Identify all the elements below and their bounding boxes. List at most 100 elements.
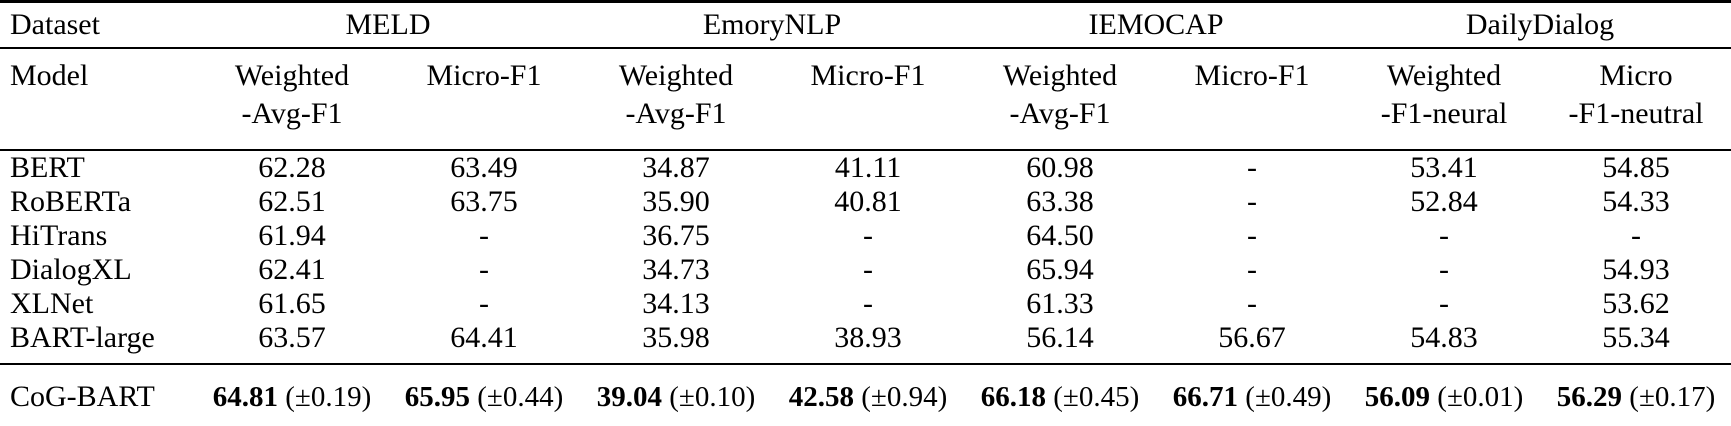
metric-value-with-std: 66.18 (±0.45): [964, 363, 1157, 426]
model-corner-label: Model: [0, 48, 196, 151]
metric-value: -: [1439, 253, 1450, 286]
metric-line2: -F1-neural: [1380, 97, 1508, 130]
metric-value: -: [479, 253, 489, 286]
dataset-header-row: Dataset MELD EmoryNLP IEMOCAP DailyDialo…: [0, 1, 1731, 49]
metric-value-with-std: 39.04 (±0.10): [580, 363, 772, 426]
mean-value: 65.95: [404, 380, 470, 413]
table-row-roberta: RoBERTa 62.51 63.75 35.90 40.81 63.38 - …: [0, 185, 1731, 219]
model-name: CoG-BART: [0, 363, 196, 426]
metric-value: 40.81: [834, 185, 902, 218]
dataset-name-meld: MELD: [196, 1, 580, 49]
metric-value-with-std: 56.29 (±0.17): [1540, 363, 1731, 426]
metric-value-with-std: 64.81 (±0.19): [196, 363, 388, 426]
table-row-bert: BERT 62.28 63.49 34.87 41.11 60.98 - 53.…: [0, 150, 1731, 185]
metric-line2: -Avg-F1: [1009, 97, 1111, 130]
metric-value: 62.51: [258, 185, 326, 218]
model-name: XLNet: [10, 287, 94, 320]
dataset-name-dailydialog: DailyDialog: [1348, 1, 1731, 49]
std-value: (±0.45): [1053, 380, 1140, 413]
model-name: BART-large: [10, 321, 155, 354]
metric-value: 60.98: [1026, 151, 1094, 184]
metric-value: 52.84: [1410, 185, 1478, 218]
std-value: (±0.19): [285, 380, 372, 413]
table-row-hitrans: HiTrans 61.94 - 36.75 - 64.50 - - -: [0, 219, 1731, 253]
metric-value: 62.41: [258, 253, 326, 286]
model-name: RoBERTa: [10, 185, 132, 218]
metric-line2: -Avg-F1: [241, 97, 343, 130]
metric-value: 53.41: [1410, 151, 1478, 184]
metric-value: 64.41: [450, 321, 518, 354]
metric-value: 55.34: [1602, 321, 1670, 354]
metric-value: 63.75: [450, 185, 518, 218]
std-value: (±0.01): [1437, 380, 1524, 413]
metric-value: -: [1631, 219, 1642, 252]
dataset-name-emorynlp: EmoryNLP: [580, 1, 965, 49]
metric-value: -: [479, 287, 489, 320]
metric-value: 64.50: [1026, 219, 1094, 252]
metric-line2: -F1-neutral: [1568, 97, 1704, 130]
metric-line2: -Avg-F1: [625, 97, 727, 130]
metric-value: -: [1439, 219, 1450, 252]
metric-value: -: [1247, 151, 1258, 184]
metric-line1: Weighted: [1386, 59, 1502, 92]
dataset-corner-label: Dataset: [0, 1, 196, 49]
metric-value: 41.11: [834, 151, 902, 184]
metric-value: 61.65: [258, 287, 326, 320]
metric-value: 54.83: [1410, 321, 1478, 354]
metric-value: -: [1247, 287, 1258, 320]
metric-value: -: [1439, 287, 1450, 320]
std-value: (±0.44): [477, 380, 564, 413]
metric-header-iemocap-micro: Micro-F1: [1156, 48, 1349, 151]
metric-value: -: [1247, 219, 1258, 252]
model-name: BERT: [10, 151, 85, 184]
model-name: DialogXL: [10, 253, 132, 286]
metric-value: 56.14: [1026, 321, 1094, 354]
metric-header-dailydialog-micro: Micro -F1-neutral: [1540, 48, 1731, 151]
metric-line1: Weighted: [1002, 59, 1118, 92]
metric-line1: Micro-F1: [426, 59, 542, 92]
metric-value: 63.49: [450, 151, 518, 184]
metric-value: 54.93: [1602, 253, 1670, 286]
metric-value-with-std: 65.95 (±0.44): [388, 363, 580, 426]
metric-line1: Micro-F1: [810, 59, 926, 92]
mean-value: 39.04: [596, 380, 662, 413]
metric-value: 61.94: [258, 219, 326, 252]
std-value: (±0.94): [861, 380, 948, 413]
metric-value-with-std: 42.58 (±0.94): [772, 363, 965, 426]
metric-value: 38.93: [834, 321, 902, 354]
dataset-name-iemocap: IEMOCAP: [964, 1, 1349, 49]
metric-value: 62.28: [258, 151, 326, 184]
metric-value-with-std: 66.71 (±0.49): [1156, 363, 1349, 426]
model-name: HiTrans: [10, 219, 108, 252]
metric-value: 53.62: [1602, 287, 1670, 320]
mean-value: 64.81: [212, 380, 278, 413]
metric-value: -: [863, 219, 873, 252]
metric-line1: Weighted: [234, 59, 350, 92]
metric-header-iemocap-weighted: Weighted -Avg-F1: [964, 48, 1157, 151]
table-row-cog-bart: CoG-BART 64.81 (±0.19) 65.95 (±0.44) 39.…: [0, 363, 1731, 426]
std-value: (±0.10): [669, 380, 756, 413]
metric-header-meld-weighted: Weighted -Avg-F1: [196, 48, 388, 151]
std-value: (±0.17): [1629, 380, 1716, 413]
metric-value: 63.38: [1026, 185, 1094, 218]
metric-header-dailydialog-weighted: Weighted -F1-neural: [1348, 48, 1541, 151]
metric-value: -: [863, 253, 873, 286]
metric-value: 35.90: [642, 185, 710, 218]
metric-header-emorynlp-micro: Micro-F1: [772, 48, 965, 151]
metric-value: 63.57: [258, 321, 326, 354]
metric-value-with-std: 56.09 (±0.01): [1348, 363, 1541, 426]
metric-value: -: [1247, 253, 1258, 286]
metric-value: 34.87: [642, 151, 710, 184]
metric-value: 34.73: [642, 253, 710, 286]
metric-value: -: [479, 219, 489, 252]
metric-value: 61.33: [1026, 287, 1094, 320]
metric-header-emorynlp-weighted: Weighted -Avg-F1: [580, 48, 772, 151]
mean-value: 66.71: [1172, 380, 1239, 413]
std-value: (±0.49): [1245, 380, 1332, 413]
table-row-xlnet: XLNet 61.65 - 34.13 - 61.33 - - 53.62: [0, 287, 1731, 321]
metric-value: 34.13: [642, 287, 710, 320]
table-row-bart-large: BART-large 63.57 64.41 35.98 38.93 56.14…: [0, 321, 1731, 364]
metric-header-row: Model Weighted -Avg-F1 Micro-F1 Weighted…: [0, 48, 1731, 151]
